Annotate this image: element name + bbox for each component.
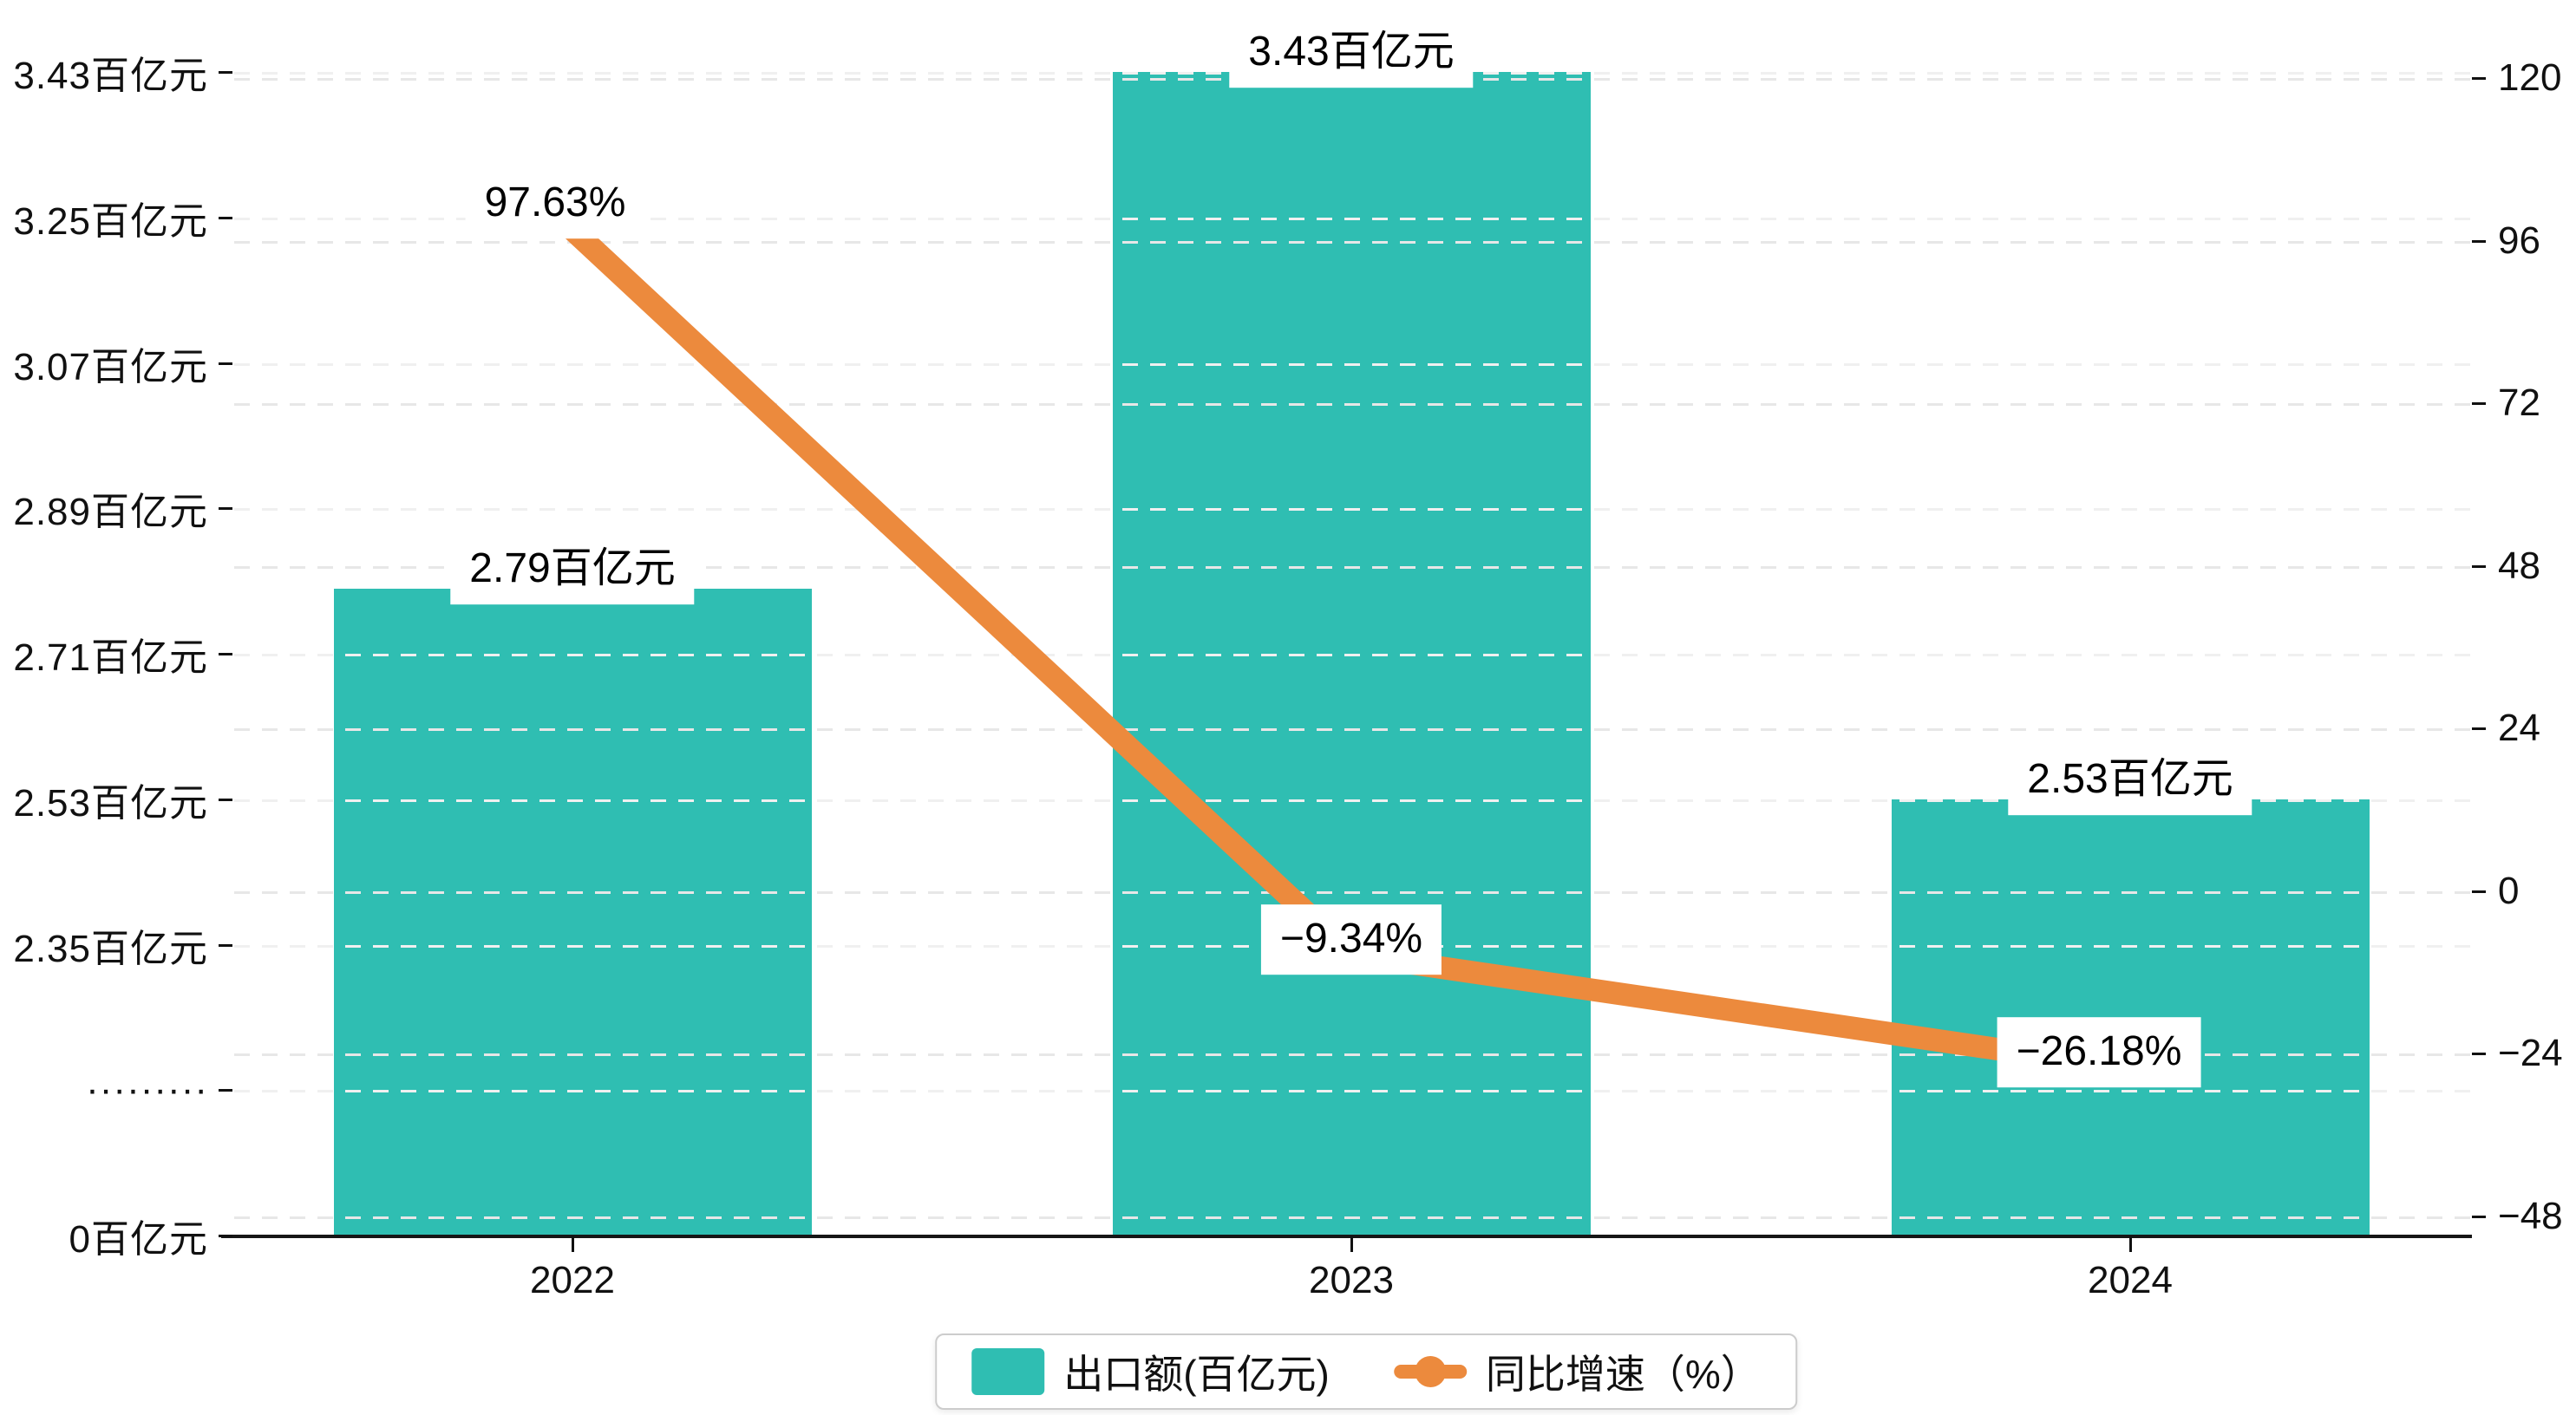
- y-axis-left-tick: [219, 653, 232, 655]
- y-axis-left-label: 2.53百亿元: [13, 781, 208, 825]
- y-axis-left-tick: [219, 1235, 232, 1237]
- legend-item-export[interactable]: 出口额(百亿元): [971, 1343, 1330, 1400]
- line-value-label: −9.34%: [1260, 904, 1442, 975]
- y-axis-left-tick: [219, 507, 232, 511]
- y-axis-right-label: 96: [2498, 218, 2540, 262]
- y-axis-left-label: 3.25百亿元: [13, 199, 208, 243]
- y-axis-right-tick: [2472, 727, 2486, 731]
- y-axis-right-label: 48: [2498, 544, 2540, 587]
- y-axis-left-tick: [219, 1089, 232, 1092]
- y-axis-right-tick: [2472, 1215, 2486, 1218]
- y-axis-right-tick: [2472, 564, 2486, 568]
- y-axis-right-tick: [2472, 1053, 2486, 1056]
- y-axis-left-label: 2.71百亿元: [13, 636, 208, 679]
- y-axis-left-tick: [219, 943, 232, 947]
- y-axis-left-label: 2.89百亿元: [13, 491, 208, 534]
- gridline-left: [234, 1090, 2472, 1093]
- legend: 出口额(百亿元) 同比增速（%）: [935, 1333, 1797, 1410]
- x-axis-tick: [1350, 1236, 1353, 1252]
- y-axis-right-tick: [2472, 239, 2486, 243]
- y-axis-right-label: 120: [2498, 56, 2562, 99]
- x-axis-line: [221, 1235, 2472, 1238]
- line-series-swatch-icon: [1393, 1348, 1467, 1395]
- line-value-label: −26.18%: [1997, 1017, 2201, 1088]
- y-axis-right-tick: [2472, 402, 2486, 406]
- y-axis-left-tick: [219, 71, 232, 74]
- y-axis-left-label: 2.35百亿元: [13, 927, 208, 970]
- x-axis-label-2023: 2023: [1309, 1259, 1394, 1301]
- gridline-right: [234, 565, 2472, 569]
- y-axis-left-label: ·········: [86, 1068, 208, 1112]
- y-axis-right-label: 24: [2498, 707, 2540, 750]
- x-axis-label-2022: 2022: [530, 1259, 615, 1301]
- gridline-right: [234, 1053, 2472, 1057]
- gridline-right: [234, 728, 2472, 732]
- gridline-left: [234, 508, 2472, 512]
- bar-value-label: 3.43百亿元: [1229, 17, 1474, 88]
- legend-label-growth: 同比增速（%）: [1485, 1352, 1761, 1397]
- y-axis-left-label: 3.07百亿元: [13, 345, 208, 388]
- bar-value-label: 2.79百亿元: [450, 534, 695, 605]
- legend-label-export: 出口额(百亿元): [1063, 1352, 1330, 1397]
- x-axis-label-2024: 2024: [2088, 1259, 2173, 1301]
- legend-line-dot-icon: [1414, 1356, 1446, 1387]
- bar-value-label: 2.53百亿元: [2008, 744, 2252, 815]
- gridline-right: [234, 1216, 2472, 1219]
- y-axis-right-label: −24: [2498, 1032, 2563, 1075]
- y-axis-right-label: 0: [2498, 869, 2520, 912]
- y-axis-right-tick: [2472, 77, 2486, 80]
- y-axis-right-label: 72: [2498, 381, 2540, 425]
- y-axis-left-label: 0百亿元: [69, 1218, 208, 1261]
- y-axis-left-tick: [219, 216, 232, 219]
- gridline-left: [234, 217, 2472, 220]
- legend-item-growth[interactable]: 同比增速（%）: [1393, 1343, 1761, 1400]
- line-value-label: 97.63%: [465, 168, 645, 238]
- gridline-left: [234, 799, 2472, 802]
- gridline-right: [234, 403, 2472, 407]
- bar-series-swatch-icon: [971, 1348, 1045, 1395]
- x-axis-tick: [572, 1236, 574, 1252]
- y-axis-left-tick: [219, 798, 232, 801]
- y-axis-right-label: −48: [2498, 1194, 2563, 1237]
- y-axis-left-tick: [219, 362, 232, 365]
- gridline-left: [234, 362, 2472, 366]
- y-axis-left-label: 3.43百亿元: [13, 55, 208, 97]
- gridline-left: [234, 654, 2472, 656]
- bar-2022[interactable]: [333, 589, 812, 1236]
- x-axis-tick: [2129, 1236, 2132, 1252]
- bar-2024[interactable]: [1891, 799, 2370, 1236]
- y-axis-right-tick: [2472, 890, 2486, 893]
- gridline-right: [234, 240, 2472, 244]
- gridline-right: [234, 890, 2472, 894]
